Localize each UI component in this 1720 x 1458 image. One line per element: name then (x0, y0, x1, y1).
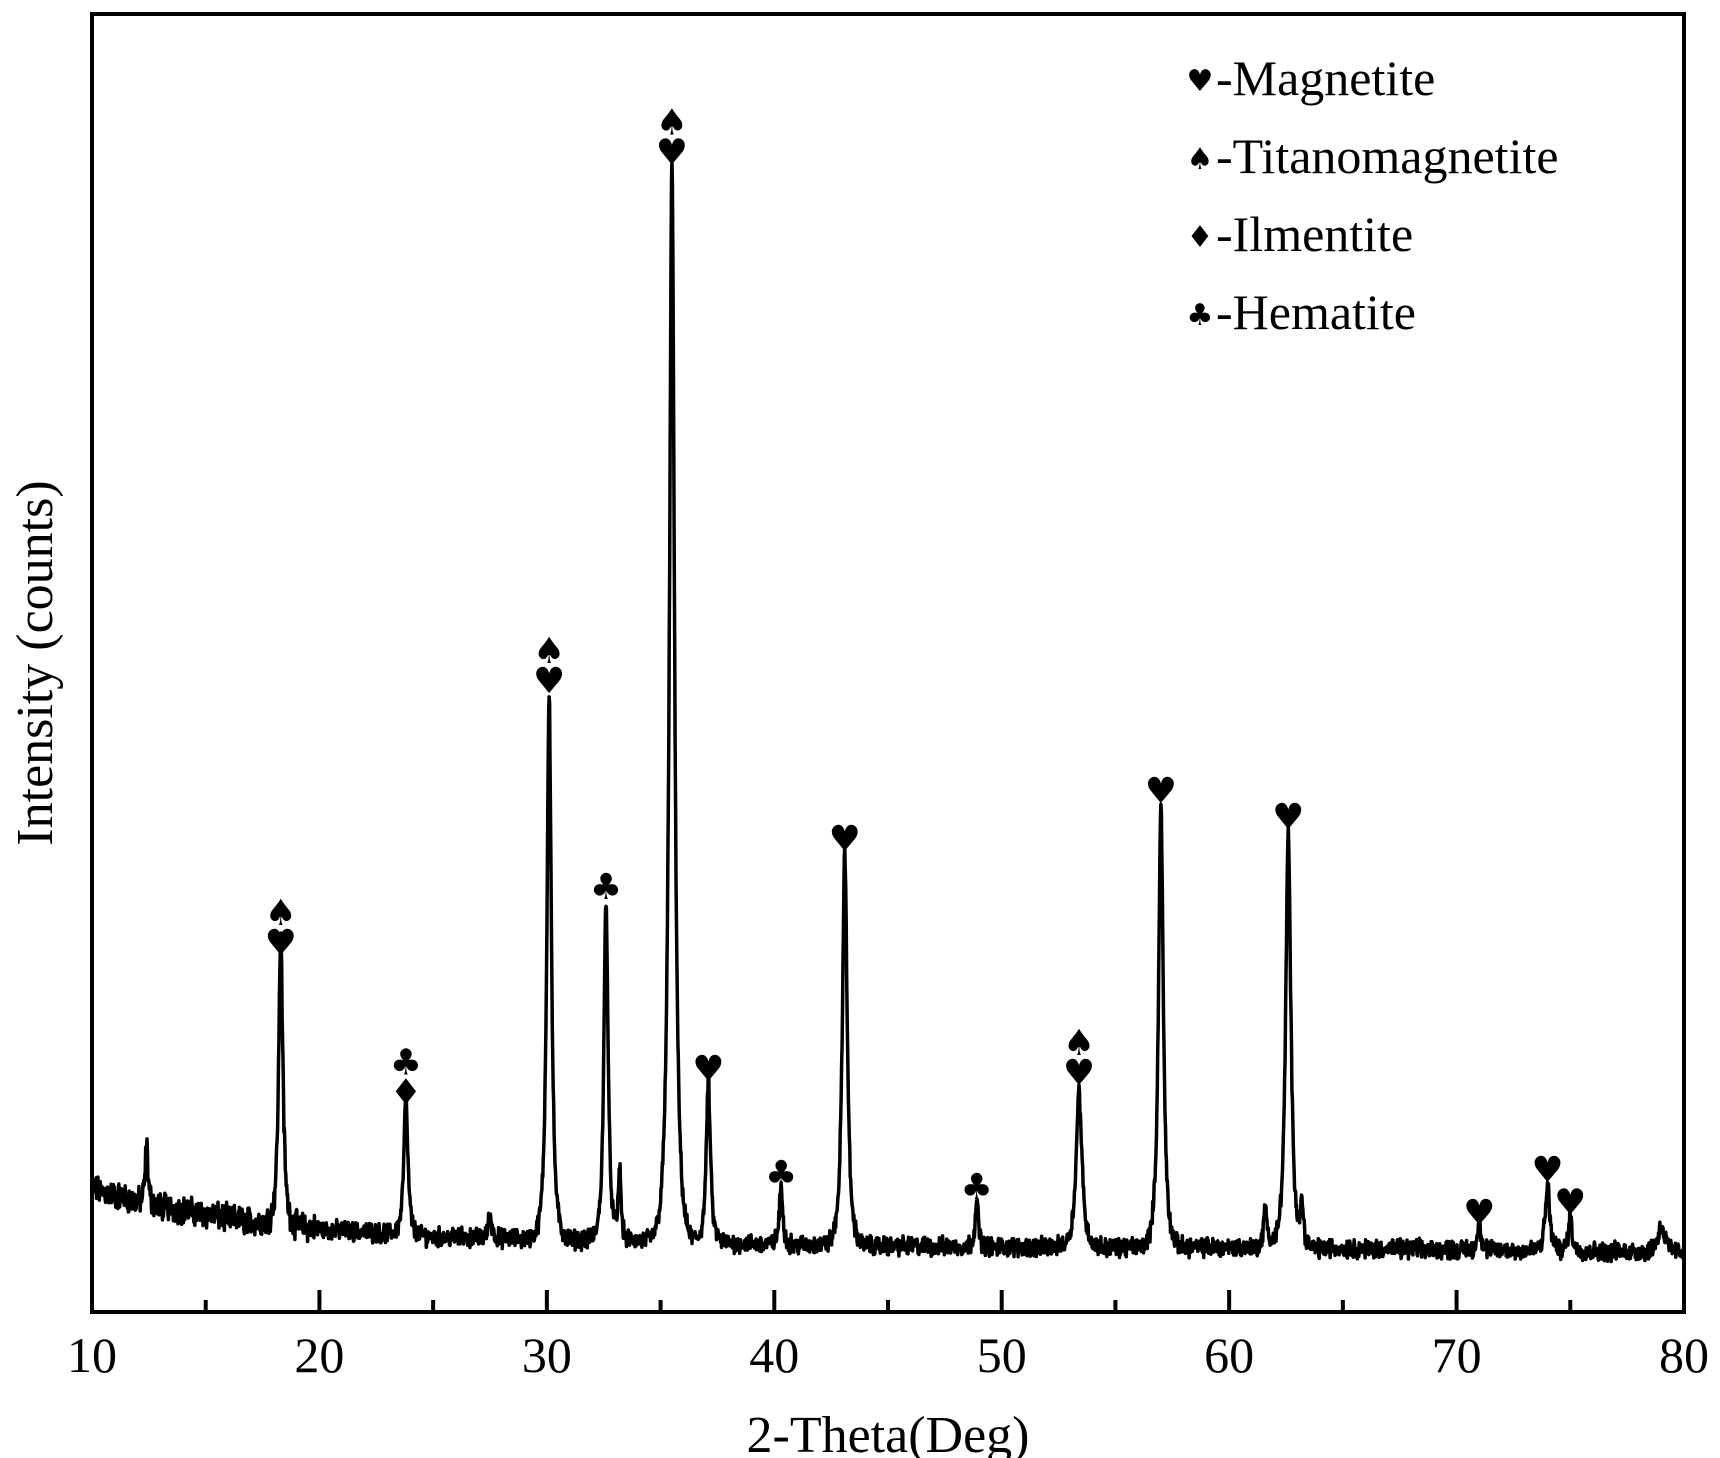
x-axis-title: 2-Theta(Deg) (747, 1407, 1030, 1458)
club-icon: ♣ (590, 867, 622, 908)
heart-icon: ♥ (1145, 771, 1177, 812)
legend-label: -Magnetite (1216, 50, 1435, 106)
x-tick-label: 10 (67, 1327, 117, 1383)
club-icon: ♣ (765, 1154, 797, 1195)
plot-frame (90, 12, 1686, 1314)
legend-label: -Titanomagnetite (1216, 128, 1559, 184)
x-axis-tick-labels: 10 20 30 40 50 60 70 80 (67, 1327, 1709, 1383)
spade-icon: ♠ (1063, 1023, 1095, 1064)
diamond-icon: ♦ (1187, 220, 1214, 255)
xrd-pattern-line (90, 158, 1686, 1264)
legend-label: -Ilmentite (1216, 206, 1413, 262)
club-icon: ♣ (961, 1167, 993, 1208)
legend-label: -Hematite (1216, 284, 1416, 340)
y-axis-title: Intensity (counts) (7, 480, 64, 845)
heart-icon: ♥ (692, 1049, 724, 1090)
diamond-icon: ♦ (390, 1072, 422, 1113)
spade-icon: ♠ (533, 631, 565, 672)
legend: ♥ -Magnetite ♠ -Titanomagnetite ♦ -Ilmentite ♣… (1187, 50, 1559, 340)
heart-icon: ♥ (1272, 797, 1304, 838)
spade-icon: ♠ (265, 893, 297, 934)
peak-annotations: ♥♠♦♣♥♠♣♥♠♥♣♥♣♥♠♥♥♥♥♥ (265, 103, 1587, 1234)
x-tick-label: 80 (1659, 1327, 1709, 1383)
heart-icon: ♥ (1187, 64, 1214, 99)
x-axis-ticks (90, 1290, 1686, 1312)
x-tick-label: 60 (1204, 1327, 1254, 1383)
x-tick-label: 70 (1432, 1327, 1482, 1383)
x-tick-label: 40 (749, 1327, 799, 1383)
spade-icon: ♠ (656, 103, 688, 144)
heart-icon: ♥ (1554, 1183, 1586, 1224)
x-tick-label: 50 (977, 1327, 1027, 1383)
heart-icon: ♥ (1463, 1193, 1495, 1234)
x-tick-label: 30 (522, 1327, 572, 1383)
heart-icon: ♥ (829, 819, 861, 860)
club-icon: ♣ (390, 1042, 422, 1083)
heart-icon: ♥ (1063, 1053, 1095, 1094)
heart-icon: ♥ (1531, 1150, 1563, 1191)
heart-icon: ♥ (265, 923, 297, 964)
spade-icon: ♠ (1187, 142, 1214, 177)
heart-icon: ♥ (656, 133, 688, 174)
x-tick-label: 20 (294, 1327, 344, 1383)
heart-icon: ♥ (533, 661, 565, 702)
club-icon: ♣ (1187, 298, 1214, 333)
